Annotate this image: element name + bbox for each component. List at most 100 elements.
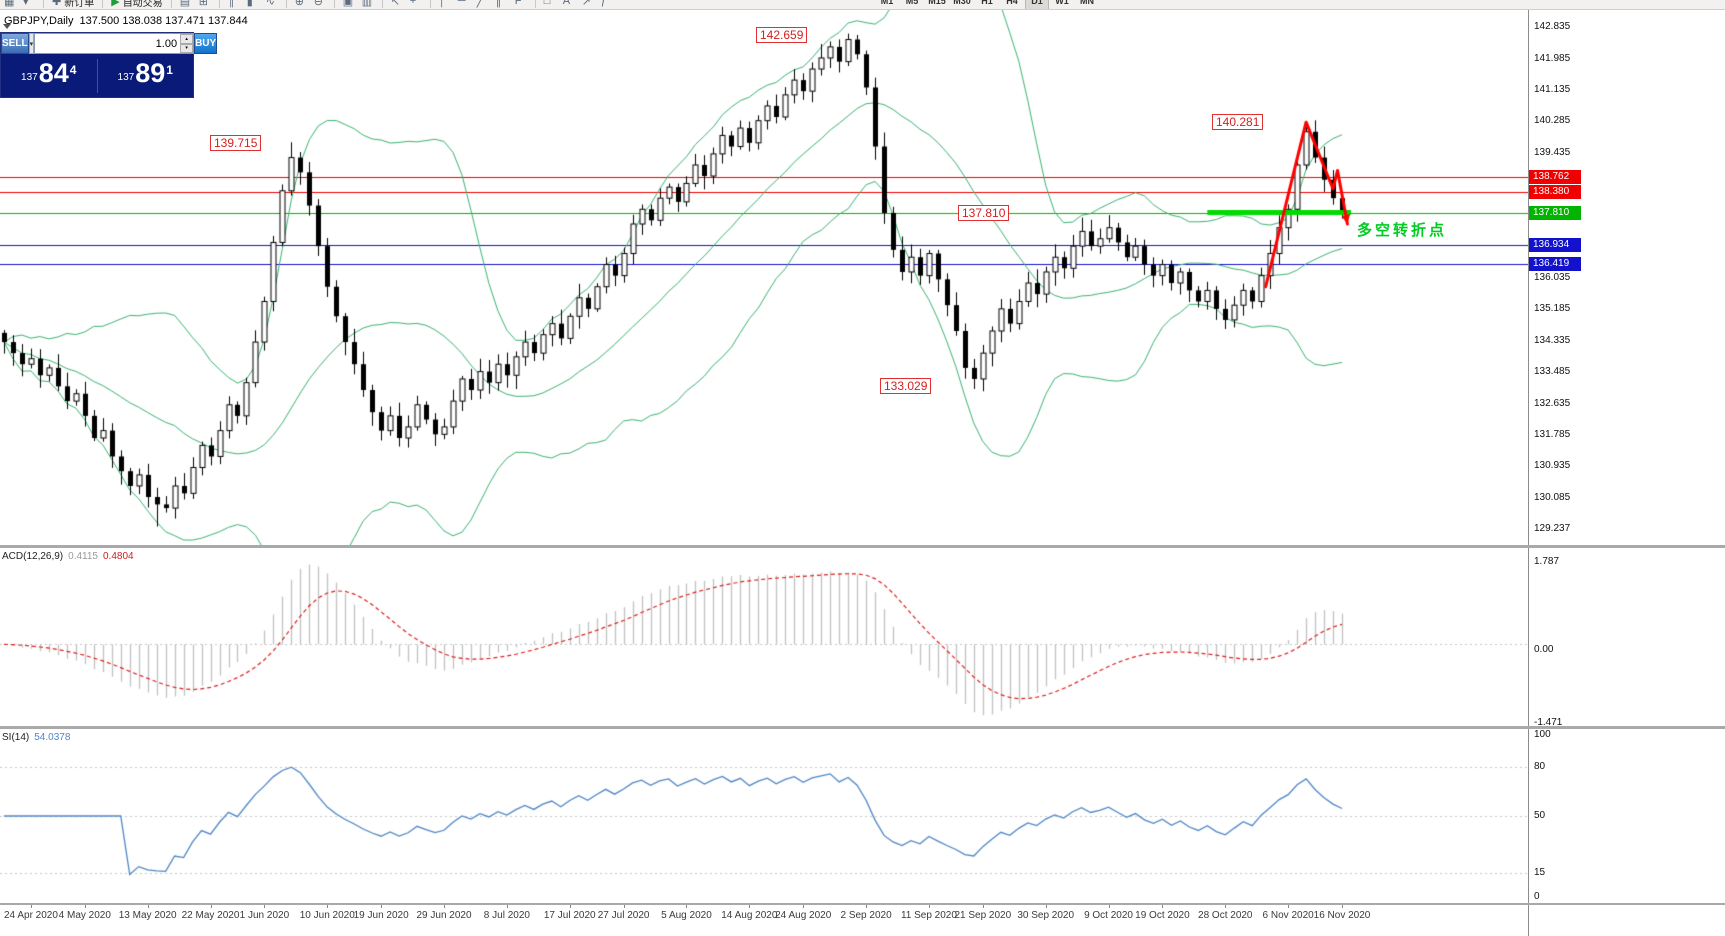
- price-annotation[interactable]: 133.029: [880, 378, 932, 394]
- volume-dropdown-button[interactable]: ▾: [28, 33, 35, 54]
- bar-chart-icon[interactable]: ║: [226, 0, 242, 9]
- chart-dropdown-icon[interactable]: ▾: [21, 0, 37, 9]
- sell-button[interactable]: SELL: [1, 33, 29, 54]
- arrow-object-icon[interactable]: ↗: [580, 0, 596, 9]
- price-annotation[interactable]: 142.659: [756, 27, 808, 43]
- toolbar-separator: [333, 0, 335, 8]
- candlestick-chart-icon[interactable]: ▮: [245, 0, 261, 9]
- vertical-line-icon: │: [438, 0, 446, 7]
- macd-signal-value: 0.4804: [102, 551, 134, 562]
- timeframe-m30[interactable]: M30: [953, 0, 971, 6]
- date-tick: [983, 905, 984, 908]
- price-axis-label: 131.785: [1534, 428, 1571, 440]
- new-order-icon[interactable]: ✚ 新订单: [50, 0, 96, 9]
- timeframe-m5[interactable]: M5: [905, 0, 919, 6]
- rsi-axis-label: 100: [1534, 729, 1551, 740]
- timeframe-h1[interactable]: H1: [981, 0, 993, 6]
- price-annotation[interactable]: 140.281: [1212, 114, 1264, 130]
- volume-down-button[interactable]: ▾: [180, 43, 194, 53]
- indicators-icon[interactable]: ƒ: [599, 0, 615, 9]
- macd-main-value: 0.4115: [68, 551, 98, 562]
- date-tick: [507, 905, 508, 908]
- price-line-tag: 138.762: [1529, 170, 1581, 185]
- date-label: 14 Aug 2020: [721, 910, 778, 921]
- date-label: 5 Aug 2020: [661, 910, 712, 921]
- price-axis[interactable]: 142.835 141.985 141.135 140.285 139.435 136.0…: [1528, 10, 1725, 936]
- trade-panel-collapse-caret[interactable]: [3, 24, 11, 29]
- bid-price-display[interactable]: 137 84 4: [1, 57, 97, 92]
- macd-name: ACD(12,26,9): [2, 551, 64, 562]
- text-label-icon[interactable]: A: [561, 0, 577, 9]
- date-label: 8 Jul 2020: [483, 910, 530, 921]
- timeframe-d1[interactable]: D1: [1025, 0, 1049, 9]
- price-chart-canvas[interactable]: [0, 10, 1528, 545]
- timeframe-mn[interactable]: MN: [1080, 0, 1094, 6]
- charts-grid-icon[interactable]: ⊞: [197, 0, 213, 9]
- timeframe-h4[interactable]: H4: [1006, 0, 1018, 6]
- cursor-icon[interactable]: ↖: [389, 0, 405, 9]
- arrow-object-icon: ↗: [581, 0, 591, 8]
- macd-indicator-label: ACD(12,26,9) 0.4115 0.4804: [2, 551, 139, 562]
- price-axis-label: 139.435: [1534, 146, 1571, 158]
- date-label: 21 Sep 2020: [954, 910, 1012, 921]
- buy-button[interactable]: BUY: [194, 33, 218, 54]
- profiles-icon[interactable]: ▤: [178, 0, 194, 9]
- date-tick: [929, 905, 930, 908]
- zoom-in-icon: ⊕: [294, 0, 304, 8]
- timeframe-w1[interactable]: W1: [1055, 0, 1069, 6]
- volume-input[interactable]: [35, 34, 181, 53]
- crosshair-icon[interactable]: +: [408, 0, 424, 9]
- ask-price-display[interactable]: 137 89 1: [98, 59, 194, 92]
- panel-separator[interactable]: [0, 903, 1725, 905]
- timeframe-m1[interactable]: M1: [880, 0, 894, 6]
- date-tick: [866, 905, 867, 908]
- price-line-tag: 136.419: [1529, 256, 1581, 271]
- rsi-indicator-canvas[interactable]: [0, 729, 1528, 903]
- horizontal-line-icon[interactable]: ─: [456, 0, 472, 9]
- price-line-tag: 137.810: [1529, 205, 1581, 220]
- date-tick: [1342, 905, 1343, 908]
- price-axis-label: 141.135: [1534, 83, 1571, 95]
- toolbar-separator: [43, 0, 44, 8]
- time-axis[interactable]: 24 Apr 2020 4 May 2020 13 May 2020 22 May 2…: [0, 905, 1528, 936]
- new-chart-icon[interactable]: ▦: [2, 0, 18, 9]
- timeframe-m15[interactable]: M15: [928, 0, 946, 6]
- zoom-in-icon[interactable]: ⊕: [293, 0, 309, 9]
- price-axis-label: 136.035: [1534, 272, 1571, 284]
- price-annotation[interactable]: 137.810: [958, 205, 1010, 221]
- vertical-line-icon[interactable]: │: [437, 0, 453, 9]
- autotrading-icon-label: 自动交易: [122, 0, 163, 9]
- bid-big-digits: 84: [38, 57, 69, 88]
- toolbar-separator: [534, 0, 536, 8]
- candlestick-chart-icon: ▮: [246, 0, 253, 8]
- zoom-out-icon[interactable]: ⊖: [312, 0, 328, 9]
- macd-indicator-canvas[interactable]: [0, 548, 1528, 726]
- shapes-icon[interactable]: □: [542, 0, 558, 9]
- date-tick: [31, 905, 32, 908]
- date-tick: [749, 905, 750, 908]
- line-chart-icon[interactable]: ∿: [264, 0, 280, 9]
- date-tick: [85, 905, 86, 908]
- tile-windows-icon[interactable]: ▣: [341, 0, 357, 9]
- volume-up-button[interactable]: ▴: [180, 34, 194, 44]
- date-tick: [624, 905, 625, 908]
- new-order-icon-label: 新订单: [64, 0, 95, 9]
- fibonacci-icon[interactable]: F: [513, 0, 529, 9]
- date-tick: [1225, 905, 1226, 908]
- auto-arrange-icon[interactable]: ▥: [360, 0, 376, 9]
- price-annotation[interactable]: 139.715: [210, 135, 262, 151]
- rsi-axis-label: 50: [1534, 810, 1546, 821]
- chinese-annotation[interactable]: 多空转折点: [1357, 222, 1448, 239]
- autotrading-icon[interactable]: ▶ 自动交易: [109, 0, 164, 9]
- panel-separator[interactable]: [0, 545, 1725, 548]
- channel-icon[interactable]: ∥: [494, 0, 510, 9]
- trade-controls-row: SELL ▾ ▴ ▾ BUY: [1, 33, 218, 54]
- autotrading-icon: ▶: [111, 0, 120, 8]
- trendline-icon[interactable]: ╱: [475, 0, 491, 9]
- price-line-tag: 136.934: [1529, 237, 1581, 252]
- panel-separator[interactable]: [0, 726, 1725, 729]
- chart-title-ohlc: GBPJPY,Daily 137.500 138.038 137.471 137.…: [4, 15, 254, 27]
- shapes-icon: □: [543, 0, 551, 7]
- date-label: 30 Sep 2020: [1017, 910, 1075, 921]
- profiles-icon: ▤: [179, 0, 191, 8]
